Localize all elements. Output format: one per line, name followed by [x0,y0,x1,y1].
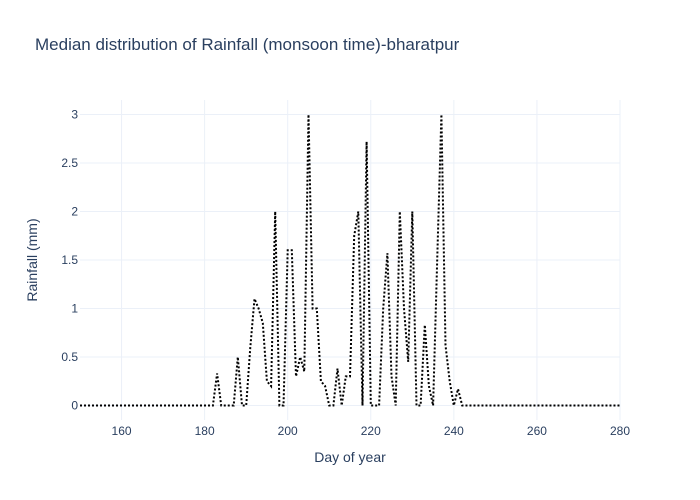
y-tick-label: 1 [71,301,78,315]
grid-lines [80,100,621,420]
y-tick-label: 2 [71,205,78,219]
y-tick-label: 0 [71,398,78,412]
x-tick-label: 160 [112,424,132,438]
y-tick-label: 0.5 [61,350,78,364]
series-layer [80,114,620,407]
x-tick-label: 180 [195,424,215,438]
x-tick-label: 240 [444,424,464,438]
y-tick-label: 3 [71,108,78,122]
x-tick-label: 280 [610,424,630,438]
chart-title: Median distribution of Rainfall (monsoon… [35,35,460,54]
x-tick-label: 200 [278,424,298,438]
x-axis-title: Day of year [314,449,386,465]
x-tick-label: 260 [527,424,547,438]
y-tick-label: 1.5 [61,253,78,267]
y-axis-title: Rainfall (mm) [24,218,40,301]
x-tick-label: 220 [361,424,381,438]
tick-labels: 160 180 200 220 240 260 280 0 0.5 1 1.5 2 2.5 3 [61,108,630,438]
rainfall-series-line [80,114,620,407]
y-tick-label: 2.5 [61,156,78,170]
